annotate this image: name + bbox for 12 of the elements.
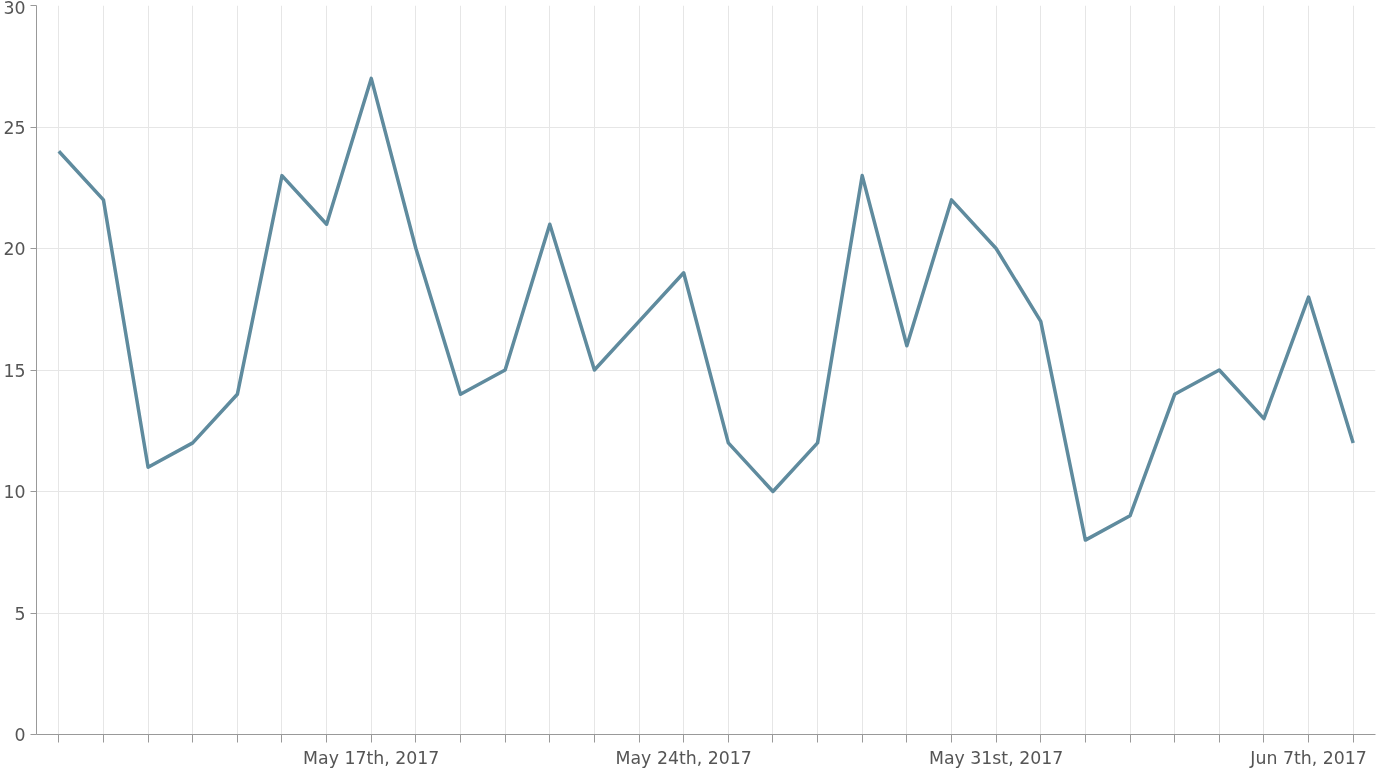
y-tick-label: 15 bbox=[3, 360, 26, 381]
x-tick-label: Jun 7th, 2017 bbox=[1249, 747, 1367, 768]
x-tick-label: May 17th, 2017 bbox=[303, 747, 440, 768]
y-tick-label: 5 bbox=[14, 603, 26, 624]
x-tick-label: May 31st, 2017 bbox=[928, 747, 1064, 768]
y-tick-label: 0 bbox=[14, 725, 26, 745]
y-tick-label: 20 bbox=[3, 239, 26, 259]
y-tick-label: 30 bbox=[3, 0, 26, 18]
x-tick-label: May 24th, 2017 bbox=[615, 747, 752, 768]
line-series bbox=[57, 76, 1355, 542]
y-tick-label: 25 bbox=[3, 117, 26, 138]
y-tick-label: 10 bbox=[3, 482, 26, 502]
